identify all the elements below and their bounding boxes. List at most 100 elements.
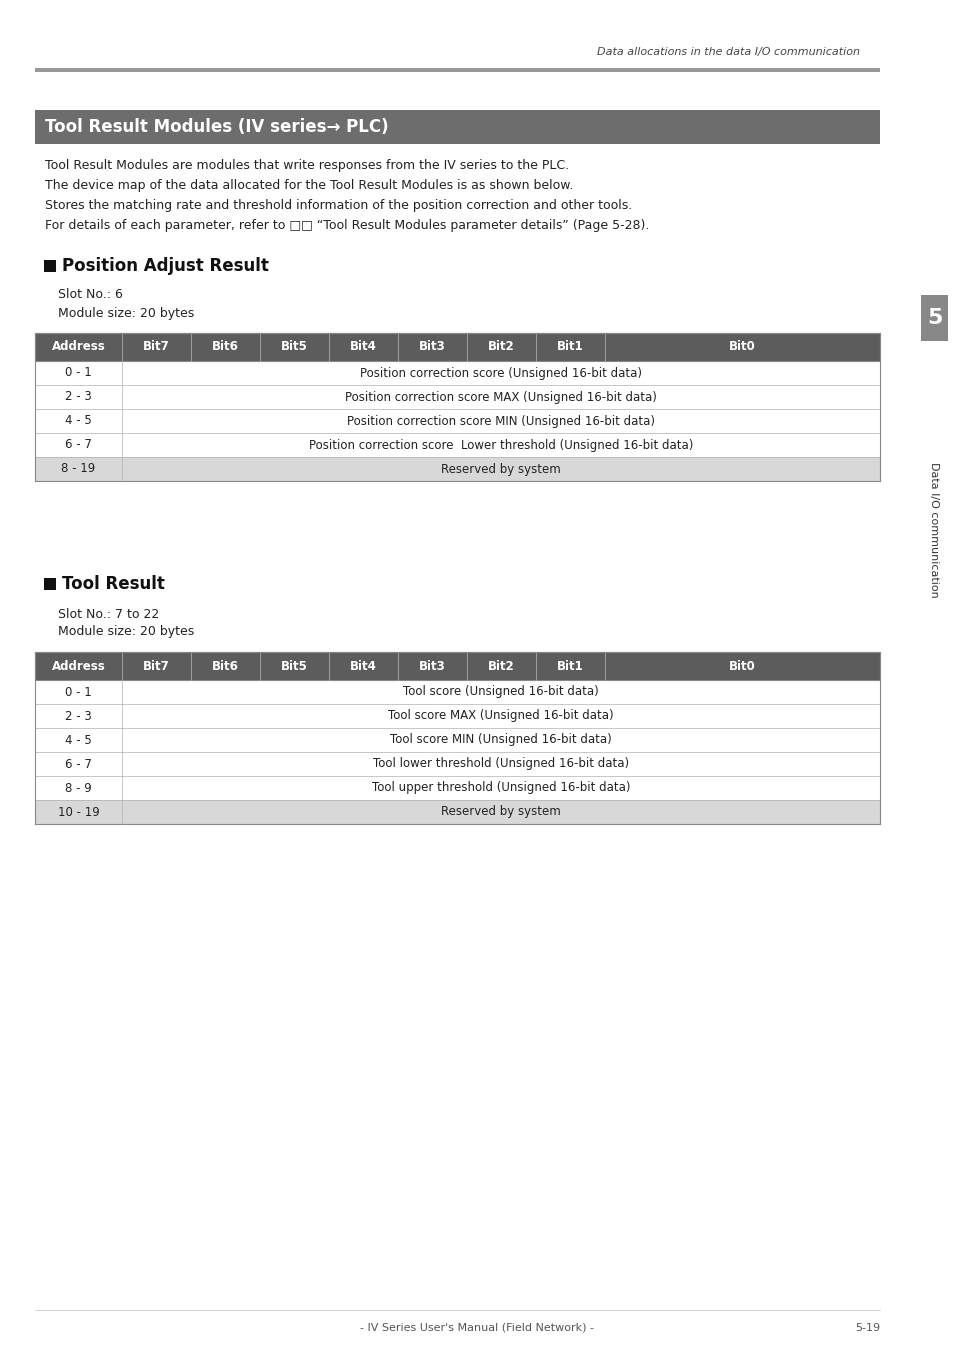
Bar — [35, 704, 122, 728]
Bar — [44, 260, 56, 272]
Text: 8 - 9: 8 - 9 — [65, 782, 91, 794]
Bar — [260, 333, 329, 361]
Bar — [260, 652, 329, 679]
Bar — [35, 752, 122, 776]
Text: Stores the matching rate and threshold information of the position correction an: Stores the matching rate and threshold i… — [45, 198, 632, 212]
Text: Position correction score MAX (Unsigned 16-bit data): Position correction score MAX (Unsigned … — [345, 391, 657, 403]
Text: Bit4: Bit4 — [350, 659, 376, 673]
Bar — [122, 752, 879, 776]
Bar — [122, 652, 191, 679]
Text: Address: Address — [51, 341, 105, 353]
Bar — [122, 457, 879, 481]
Bar — [467, 333, 536, 361]
Text: Reserved by system: Reserved by system — [440, 462, 560, 476]
Text: 8 - 19: 8 - 19 — [61, 462, 95, 476]
Text: Bit5: Bit5 — [281, 341, 308, 353]
Text: Data I/O communication: Data I/O communication — [928, 462, 939, 599]
Text: Data allocations in the data I/O communication: Data allocations in the data I/O communi… — [597, 47, 859, 57]
Bar — [35, 728, 122, 752]
Text: 2 - 3: 2 - 3 — [65, 391, 91, 403]
Text: Position correction score MIN (Unsigned 16-bit data): Position correction score MIN (Unsigned … — [347, 414, 655, 427]
Bar — [122, 408, 879, 433]
Text: Bit2: Bit2 — [488, 341, 515, 353]
Text: Bit4: Bit4 — [350, 341, 376, 353]
Text: Tool Result Modules (IV series→ PLC): Tool Result Modules (IV series→ PLC) — [45, 119, 388, 136]
Text: Tool Result Modules are modules that write responses from the IV series to the P: Tool Result Modules are modules that wri… — [45, 159, 569, 171]
Bar — [44, 578, 56, 590]
Bar — [35, 457, 122, 481]
Text: Bit0: Bit0 — [728, 659, 755, 673]
Text: 5: 5 — [926, 307, 942, 328]
Bar — [122, 799, 879, 824]
Bar — [604, 652, 879, 679]
Bar — [604, 333, 879, 361]
Text: The device map of the data allocated for the Tool Result Modules is as shown bel: The device map of the data allocated for… — [45, 178, 573, 191]
Text: 6 - 7: 6 - 7 — [65, 758, 91, 771]
Text: Address: Address — [51, 659, 105, 673]
Text: Position Adjust Result: Position Adjust Result — [62, 257, 269, 275]
Text: Bit3: Bit3 — [418, 659, 445, 673]
Text: Bit3: Bit3 — [418, 341, 445, 353]
Text: 4 - 5: 4 - 5 — [65, 414, 91, 427]
Bar — [35, 433, 122, 457]
Text: Tool score (Unsigned 16-bit data): Tool score (Unsigned 16-bit data) — [403, 686, 598, 698]
Bar — [122, 679, 879, 704]
Text: Bit1: Bit1 — [557, 341, 583, 353]
Bar — [329, 652, 397, 679]
Bar — [35, 776, 122, 799]
Bar — [35, 67, 879, 71]
Text: 4 - 5: 4 - 5 — [65, 733, 91, 747]
Text: Slot No.: 6: Slot No.: 6 — [58, 288, 123, 302]
Text: 6 - 7: 6 - 7 — [65, 438, 91, 452]
Text: Tool score MIN (Unsigned 16-bit data): Tool score MIN (Unsigned 16-bit data) — [390, 733, 611, 747]
Bar — [397, 652, 467, 679]
Text: Bit6: Bit6 — [212, 341, 238, 353]
Bar — [397, 333, 467, 361]
Bar — [536, 652, 604, 679]
Bar — [329, 333, 397, 361]
Bar — [35, 408, 122, 433]
Text: Tool Result: Tool Result — [62, 576, 165, 593]
Text: Bit5: Bit5 — [281, 659, 308, 673]
Bar — [35, 652, 122, 679]
Bar — [35, 333, 122, 361]
Bar — [122, 728, 879, 752]
Text: Position correction score (Unsigned 16-bit data): Position correction score (Unsigned 16-b… — [359, 367, 641, 380]
Bar — [122, 776, 879, 799]
Text: Bit6: Bit6 — [212, 659, 238, 673]
Text: Tool lower threshold (Unsigned 16-bit data): Tool lower threshold (Unsigned 16-bit da… — [373, 758, 628, 771]
Bar — [122, 361, 879, 386]
Bar — [35, 333, 879, 361]
Text: 5-19: 5-19 — [854, 1322, 879, 1333]
Bar — [191, 652, 260, 679]
Bar — [35, 652, 879, 679]
Bar — [536, 333, 604, 361]
Text: For details of each parameter, refer to □□ “Tool Result Modules parameter detail: For details of each parameter, refer to … — [45, 218, 649, 232]
Bar — [122, 333, 191, 361]
Bar — [122, 386, 879, 408]
Bar — [191, 333, 260, 361]
Text: Bit7: Bit7 — [143, 341, 170, 353]
Text: Slot No.: 7 to 22: Slot No.: 7 to 22 — [58, 608, 159, 620]
Bar — [920, 295, 947, 341]
Bar — [122, 433, 879, 457]
Text: 0 - 1: 0 - 1 — [65, 686, 91, 698]
Text: Reserved by system: Reserved by system — [440, 806, 560, 818]
Text: Module size: 20 bytes: Module size: 20 bytes — [58, 306, 194, 319]
Text: Module size: 20 bytes: Module size: 20 bytes — [58, 625, 194, 639]
Bar — [35, 386, 122, 408]
Text: Tool score MAX (Unsigned 16-bit data): Tool score MAX (Unsigned 16-bit data) — [388, 709, 613, 723]
Bar — [467, 652, 536, 679]
Bar — [122, 704, 879, 728]
Text: 2 - 3: 2 - 3 — [65, 709, 91, 723]
Text: Tool upper threshold (Unsigned 16-bit data): Tool upper threshold (Unsigned 16-bit da… — [372, 782, 630, 794]
Text: 10 - 19: 10 - 19 — [57, 806, 99, 818]
Bar — [35, 799, 122, 824]
Text: Bit2: Bit2 — [488, 659, 515, 673]
Text: Bit7: Bit7 — [143, 659, 170, 673]
Text: Bit0: Bit0 — [728, 341, 755, 353]
Text: Position correction score  Lower threshold (Unsigned 16-bit data): Position correction score Lower threshol… — [309, 438, 693, 452]
Text: - IV Series User's Manual (Field Network) -: - IV Series User's Manual (Field Network… — [359, 1322, 594, 1333]
Bar — [35, 679, 122, 704]
Bar — [35, 111, 879, 144]
